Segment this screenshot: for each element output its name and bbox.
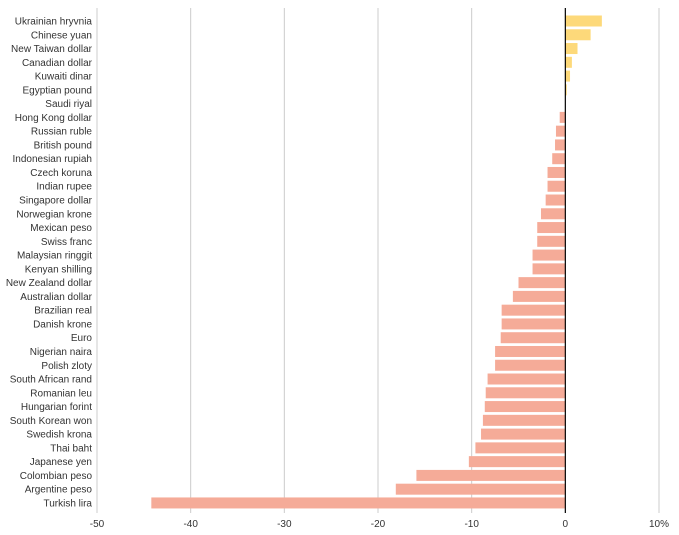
category-label: Mexican peso	[30, 223, 92, 234]
bar-polish-zloty	[495, 359, 566, 371]
category-label: Canadian dollar	[22, 58, 93, 69]
category-label: Romanian leu	[30, 388, 92, 399]
x-tick-label: -30	[277, 519, 292, 530]
category-label: Hong Kong dollar	[15, 113, 93, 124]
bar-brazilian-real	[501, 304, 566, 316]
bar-hong-kong-dollar	[559, 111, 566, 123]
category-label: Kuwaiti dinar	[35, 72, 93, 83]
x-tick-label: 10%	[649, 519, 669, 530]
category-label: Egyptian pound	[22, 85, 92, 96]
category-label: Singapore dollar	[19, 196, 92, 207]
x-tick-label: -50	[90, 519, 105, 530]
category-labels: Ukrainian hryvnia Chinese yuan New Taiwan …	[6, 17, 93, 510]
category-label: Czech koruna	[30, 168, 92, 179]
bar-ukrainian-hryvnia	[565, 15, 602, 27]
category-label: Nigerian naira	[30, 347, 93, 358]
bar-singapore-dollar	[545, 194, 566, 206]
category-label: Danish krone	[33, 319, 92, 330]
bar-swiss-franc	[537, 235, 566, 247]
bar-argentine-peso	[395, 483, 566, 495]
category-label: Turkish lira	[43, 498, 92, 509]
x-tick-label: -10	[464, 519, 479, 530]
bar-chinese-yuan	[565, 29, 591, 41]
category-label: South Korean won	[10, 416, 92, 427]
bar-new-zealand-dollar	[518, 277, 566, 289]
bar-south-korean-won	[482, 414, 566, 426]
bar-russian-ruble	[555, 125, 566, 137]
bar-swedish-krona	[481, 428, 566, 440]
category-label: Australian dollar	[20, 292, 92, 303]
bar-malaysian-ringgit	[532, 249, 566, 261]
x-axis-tick-labels: -50 -40 -30 -20 -10 0 10%	[90, 519, 669, 530]
bar-canadian-dollar	[565, 56, 572, 68]
gridlines	[96, 8, 660, 513]
bar-hungarian-forint	[484, 401, 566, 413]
category-label: New Taiwan dollar	[11, 44, 93, 55]
category-label: New Zealand dollar	[6, 278, 93, 289]
bar-japanese-yen	[468, 456, 566, 468]
category-label: Indonesian rupiah	[12, 154, 92, 165]
bar-colombian-peso	[416, 469, 566, 481]
bar-british-pound	[555, 139, 566, 151]
category-label: Russian ruble	[31, 127, 93, 138]
bar-australian-dollar	[512, 290, 566, 302]
category-label: Brazilian real	[34, 306, 92, 317]
category-label: Chinese yuan	[31, 30, 92, 41]
category-label: Hungarian forint	[21, 402, 92, 413]
category-label: British pound	[34, 140, 92, 151]
category-label: Euro	[71, 333, 93, 344]
x-tick-label: 0	[563, 519, 569, 530]
bar-kuwaiti-dinar	[565, 70, 571, 82]
bar-norwegian-krone	[540, 208, 566, 220]
bar-egyptian-pound	[565, 84, 567, 96]
category-label: South African rand	[10, 375, 92, 386]
category-label: Indian rupee	[36, 182, 92, 193]
bar-kenyan-shilling	[532, 263, 566, 275]
bar-turkish-lira	[151, 497, 566, 509]
category-label: Thai baht	[50, 443, 92, 454]
bar-euro	[500, 332, 566, 344]
category-label: Swiss franc	[41, 237, 92, 248]
category-label: Swedish krona	[26, 430, 92, 441]
category-label: Saudi riyal	[45, 99, 92, 110]
category-label: Polish zloty	[41, 361, 92, 372]
bar-south-african-rand	[487, 373, 566, 385]
category-label: Colombian peso	[20, 471, 93, 482]
bar-indian-rupee	[547, 180, 566, 192]
category-label: Malaysian ringgit	[17, 251, 92, 262]
bar-danish-krone	[501, 318, 566, 330]
bar-new-taiwan-dollar	[565, 43, 578, 55]
category-label: Norwegian krone	[16, 209, 92, 220]
category-label: Japanese yen	[30, 457, 92, 468]
category-label: Ukrainian hryvnia	[15, 17, 93, 28]
bar-romanian-leu	[485, 387, 566, 399]
bars	[151, 15, 602, 509]
category-label: Kenyan shilling	[25, 264, 92, 275]
x-tick-label: -40	[183, 519, 198, 530]
bar-nigerian-naira	[495, 345, 566, 357]
bar-indonesian-rupiah	[552, 153, 566, 165]
category-label: Argentine peso	[25, 485, 93, 496]
bar-mexican-peso	[537, 222, 566, 234]
bar-czech-koruna	[547, 166, 566, 178]
x-tick-label: -20	[371, 519, 386, 530]
bar-thai-baht	[475, 442, 566, 454]
